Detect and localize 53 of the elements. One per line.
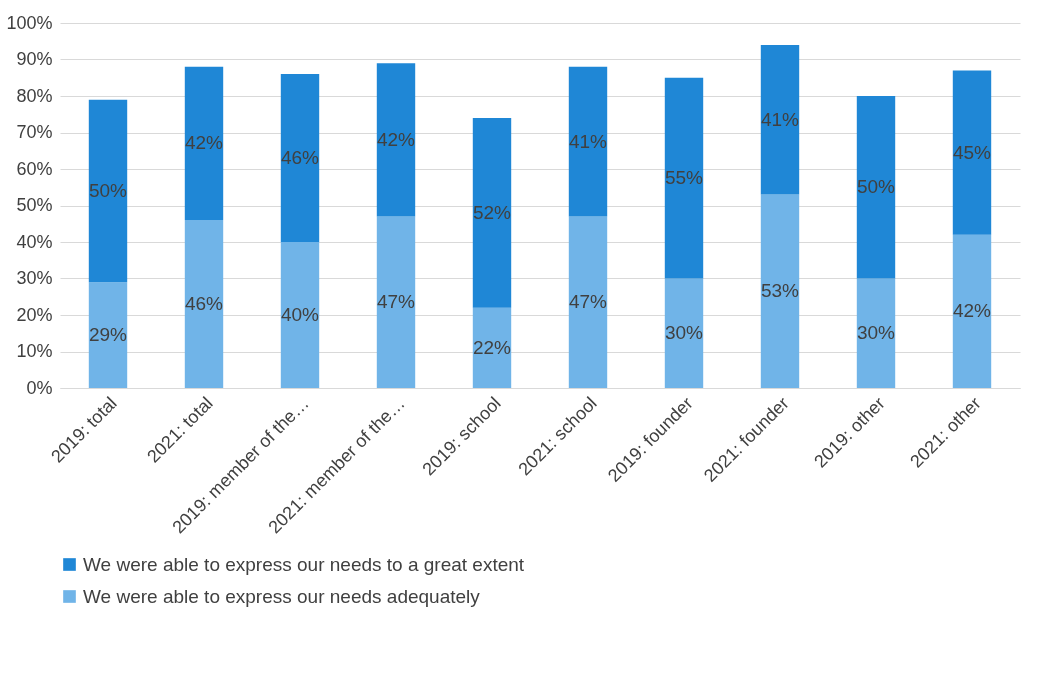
bar <box>472 117 512 308</box>
data-label: 45% <box>952 141 992 163</box>
bar <box>760 194 800 388</box>
data-label: 40% <box>280 304 320 325</box>
data-label: 50% <box>856 176 896 198</box>
bar <box>88 99 128 283</box>
data-label: 41% <box>760 108 800 130</box>
y-tick-label: 0% <box>26 377 53 398</box>
data-label: 46% <box>184 293 224 315</box>
data-label: 41% <box>568 130 608 152</box>
data-label: 42% <box>376 128 416 150</box>
y-tick-label: 70% <box>16 122 53 142</box>
legend-label: We were able to express our needs adequately <box>83 585 481 607</box>
bar <box>856 278 896 388</box>
data-label: 42% <box>184 132 224 154</box>
bar <box>664 77 704 279</box>
data-label: 30% <box>856 322 896 344</box>
y-tick-label: 80% <box>16 85 53 106</box>
bar <box>280 74 320 242</box>
data-label: 50% <box>88 179 128 201</box>
bar <box>376 216 416 388</box>
bar <box>88 282 128 388</box>
data-label: 47% <box>568 291 608 313</box>
y-tick-label: 100% <box>6 12 53 33</box>
bar <box>664 278 704 388</box>
data-label: 55% <box>664 167 704 189</box>
y-tick-label: 60% <box>16 158 53 179</box>
legend-label: We were able to express our needs to a great extent <box>83 553 525 575</box>
bar <box>568 216 608 388</box>
data-label: 42% <box>952 300 992 322</box>
y-tick-label: 50% <box>16 195 53 215</box>
bar <box>952 70 992 235</box>
data-label: 30% <box>664 322 704 344</box>
bar <box>280 242 320 388</box>
data-label: 46% <box>280 147 320 169</box>
y-tick-label: 30% <box>16 268 53 288</box>
data-label: 22% <box>472 336 512 358</box>
y-tick-label: 40% <box>16 231 53 252</box>
data-label: 47% <box>376 291 416 313</box>
bar <box>760 44 800 195</box>
bar <box>376 63 416 217</box>
bar <box>184 66 224 221</box>
bar <box>184 220 224 388</box>
data-label: 29% <box>88 324 128 346</box>
bar <box>568 66 608 217</box>
data-label: 53% <box>760 280 800 302</box>
y-tick-label: 10% <box>16 341 53 361</box>
y-tick-label: 90% <box>16 49 53 69</box>
bar <box>472 307 512 388</box>
y-tick-label: 20% <box>16 304 53 325</box>
bar <box>856 96 896 279</box>
bar <box>952 234 992 388</box>
data-label: 52% <box>472 201 512 223</box>
